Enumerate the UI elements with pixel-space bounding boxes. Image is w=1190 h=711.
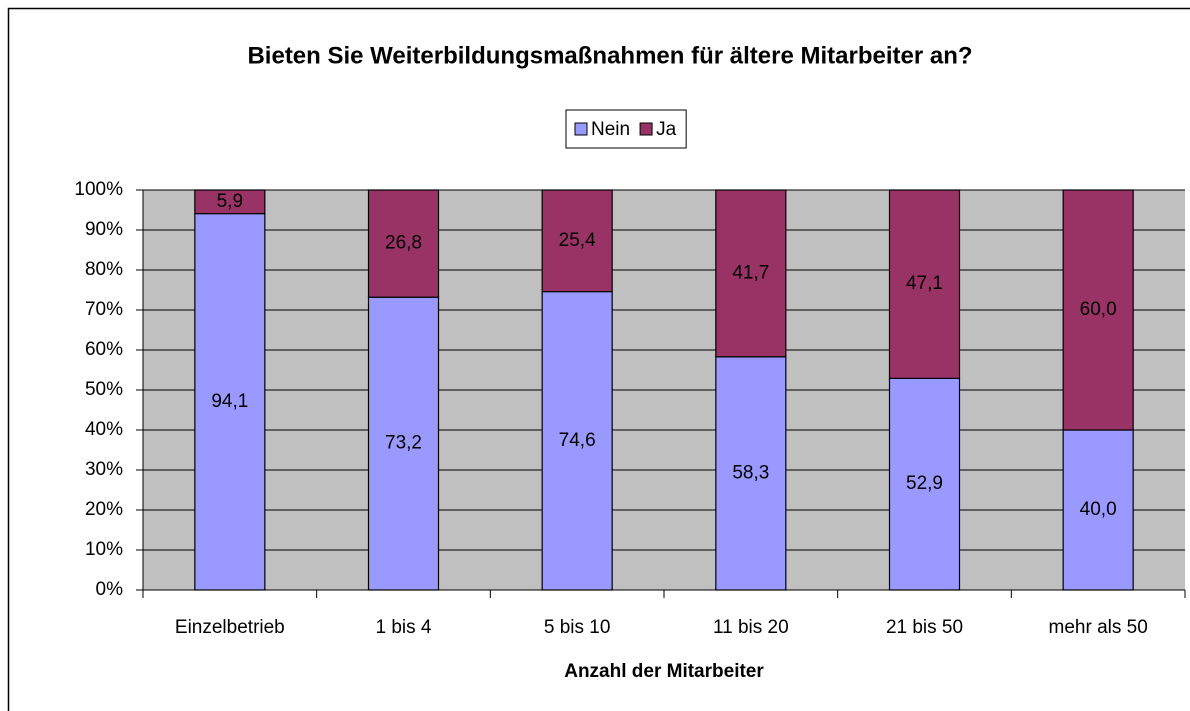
bar-segment (715, 189, 787, 358)
data-label: 60,0 (1080, 299, 1117, 320)
y-tick-label: 90% (85, 219, 123, 240)
y-tick-label: 70% (85, 299, 123, 320)
y-tick-label: 80% (85, 259, 123, 280)
data-label: 52,9 (906, 473, 943, 494)
y-tick-label: 40% (85, 419, 123, 440)
legend: Nein Ja (565, 109, 687, 149)
x-tick-label: 5 bis 10 (544, 617, 611, 638)
bar-segment (367, 296, 440, 591)
bar-segment (194, 213, 266, 591)
data-label: 94,1 (211, 391, 248, 412)
bar-segment (888, 377, 961, 591)
legend-swatch (639, 122, 653, 136)
data-label: 26,8 (385, 233, 422, 254)
x-axis-label: Anzahl der Mitarbeiter (564, 661, 764, 682)
y-tick-label: 20% (85, 499, 123, 520)
x-tick-label: 1 bis 4 (376, 617, 432, 638)
legend-label: Ja (656, 119, 677, 140)
bar-segment (194, 189, 266, 215)
data-label: 25,4 (559, 230, 596, 251)
x-tick-label: 21 bis 50 (886, 617, 963, 638)
data-label: 41,7 (732, 262, 769, 283)
data-label: 5,9 (217, 191, 243, 212)
bar-segment (1062, 189, 1134, 431)
data-label: 74,6 (559, 430, 596, 451)
bar-segment (888, 189, 961, 379)
x-tick-label: 11 bis 20 (713, 617, 789, 638)
data-label: 47,1 (906, 273, 943, 294)
y-tick-label: 100% (74, 179, 123, 200)
chart-title: Bieten Sie Weiterbildungsmaßnahmen für ä… (247, 42, 972, 69)
data-label: 73,2 (385, 433, 422, 454)
y-tick-label: 30% (85, 459, 123, 480)
bar-segment (541, 291, 613, 591)
y-tick-label: 0% (96, 579, 124, 600)
legend-label: Nein (591, 119, 630, 140)
data-label: 58,3 (732, 462, 769, 483)
bar-segment (715, 356, 787, 591)
y-tick-label: 60% (85, 339, 123, 360)
x-tick-label: mehr als 50 (1049, 617, 1148, 638)
legend-swatch (574, 122, 588, 136)
bar-segment (367, 189, 440, 298)
y-tick-label: 50% (85, 379, 123, 400)
y-tick-label: 10% (85, 539, 123, 560)
data-label: 40,0 (1080, 499, 1117, 520)
bar-segment (541, 189, 613, 293)
x-tick-label: Einzelbetrieb (175, 617, 285, 638)
